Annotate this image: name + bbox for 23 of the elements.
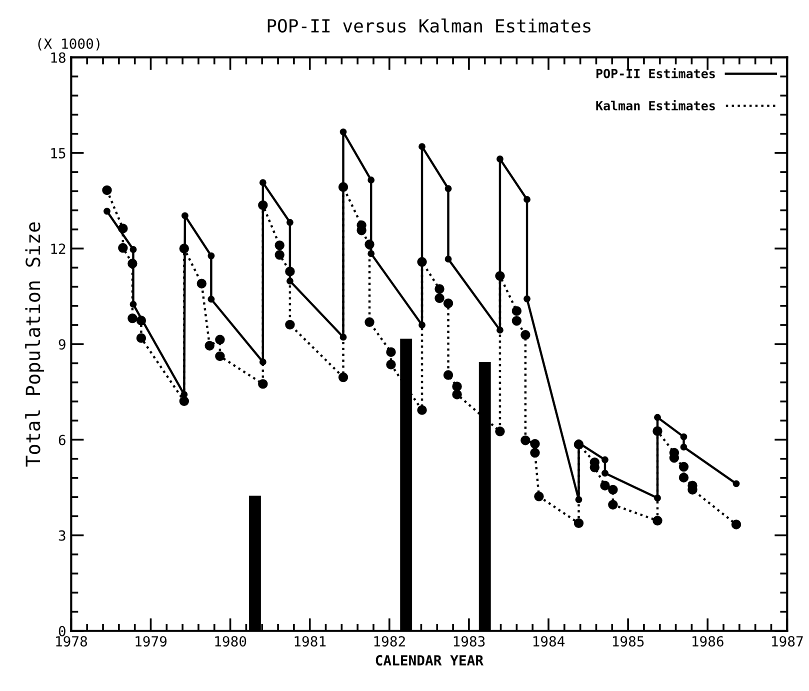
text: (X 1000): [38, 38, 100, 51]
x-tick-label: 1987: [772, 636, 803, 647]
x-tick-label: 1986: [692, 636, 724, 647]
y-axis-title: Total Population Size: [25, 222, 44, 467]
x-tick-label: 1979: [136, 636, 167, 647]
x-tick-label: 1978: [56, 636, 88, 647]
y-tick-label: 15: [51, 148, 66, 158]
legend-label: POP-II Estimates: [596, 68, 715, 78]
y-tick-label: 6: [58, 434, 66, 446]
chart-title: POP-II versus Kalman Estimates: [268, 18, 590, 33]
legend-label: Kalman Estimates: [596, 100, 715, 110]
x-tick-label: 1980: [215, 636, 246, 647]
x-tick-label: 1982: [374, 636, 405, 647]
y-tick-label: 18: [51, 52, 66, 63]
y-tick-label: 0: [58, 626, 66, 636]
x-axis-title: CALENDAR YEAR: [376, 655, 484, 666]
x-tick-label: 1985: [613, 636, 644, 647]
y-tick-label: 12: [51, 244, 66, 254]
x-tick-label: 1981: [294, 636, 326, 647]
y-tick-label: 9: [58, 339, 66, 350]
x-tick-label: 1983: [454, 636, 485, 647]
x-tick-label: 1984: [533, 636, 565, 647]
y-tick-label: 3: [58, 530, 66, 541]
